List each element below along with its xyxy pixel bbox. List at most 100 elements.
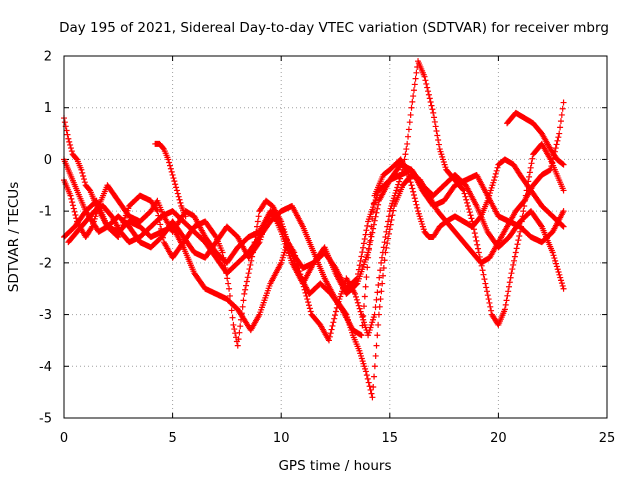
series-4 xyxy=(61,58,567,344)
data-point xyxy=(475,245,482,252)
data-point xyxy=(376,274,383,281)
data-point xyxy=(506,279,513,286)
data-point xyxy=(557,274,564,281)
data-point xyxy=(293,258,300,265)
grid-lines xyxy=(64,56,607,418)
data-point xyxy=(80,176,87,183)
data-point xyxy=(387,221,394,228)
data-point xyxy=(558,280,565,287)
data-point xyxy=(303,292,310,299)
data-point xyxy=(239,303,246,310)
data-point xyxy=(331,315,338,322)
data-point xyxy=(385,230,392,237)
data-point xyxy=(362,368,369,375)
data-point xyxy=(299,280,306,287)
data-point xyxy=(432,123,439,130)
data-point xyxy=(475,249,482,256)
data-point xyxy=(226,292,233,299)
data-point xyxy=(399,166,406,173)
data-point xyxy=(421,73,428,80)
data-point xyxy=(412,198,419,205)
data-point xyxy=(386,226,393,233)
data-point xyxy=(551,255,558,262)
data-point xyxy=(517,223,524,230)
data-point xyxy=(505,288,512,295)
data-point xyxy=(328,326,335,333)
data-point xyxy=(403,146,410,153)
x-axis-label: GPS time / hours xyxy=(278,458,391,474)
data-point xyxy=(464,202,471,209)
data-point xyxy=(554,137,561,144)
data-point xyxy=(370,221,377,228)
data-point xyxy=(560,187,567,194)
data-point xyxy=(327,330,334,337)
data-point xyxy=(294,261,301,268)
data-point xyxy=(364,375,371,382)
data-point xyxy=(488,307,495,314)
data-point xyxy=(465,206,472,213)
data-point xyxy=(360,240,367,247)
data-point xyxy=(226,285,233,292)
chart-title: Day 195 of 2021, Sidereal Day-to-day VTE… xyxy=(59,20,609,36)
data-point xyxy=(173,184,180,191)
data-point xyxy=(70,205,77,212)
data-point xyxy=(467,212,474,219)
data-point xyxy=(372,213,379,220)
data-point xyxy=(427,99,434,106)
data-point xyxy=(329,322,336,329)
data-point xyxy=(516,232,523,239)
data-point xyxy=(371,373,378,380)
data-point xyxy=(382,249,389,256)
data-point xyxy=(434,132,441,139)
data-point xyxy=(431,118,438,125)
data-point xyxy=(556,271,563,278)
data-point xyxy=(549,249,556,256)
data-point xyxy=(354,299,361,306)
data-point xyxy=(384,240,391,247)
data-point xyxy=(358,332,365,339)
data-point xyxy=(177,199,184,206)
data-point xyxy=(306,305,313,312)
data-point xyxy=(160,145,167,152)
data-point xyxy=(511,257,518,264)
data-marks xyxy=(61,58,567,401)
data-point xyxy=(554,266,561,273)
data-point xyxy=(555,269,562,276)
data-point xyxy=(538,222,545,229)
data-point xyxy=(519,213,526,220)
data-point xyxy=(559,282,566,289)
data-point xyxy=(299,277,306,284)
data-point xyxy=(381,257,388,264)
data-point xyxy=(69,199,76,206)
data-point xyxy=(166,159,173,166)
data-point xyxy=(493,167,500,174)
data-point xyxy=(501,306,508,313)
data-point xyxy=(374,332,381,339)
data-point xyxy=(231,326,238,333)
data-point xyxy=(502,301,509,308)
data-point xyxy=(385,213,392,220)
data-point xyxy=(518,218,525,225)
data-point xyxy=(372,352,379,359)
data-point xyxy=(368,390,375,397)
data-point xyxy=(300,283,307,290)
data-point xyxy=(466,209,473,216)
data-point xyxy=(512,249,519,256)
data-point xyxy=(425,91,432,98)
data-point xyxy=(378,288,385,295)
data-point xyxy=(435,141,442,148)
y-tick-label: 2 xyxy=(44,50,52,65)
data-point xyxy=(219,249,226,256)
data-point xyxy=(361,235,368,242)
data-point xyxy=(491,177,498,184)
data-point xyxy=(514,241,521,248)
data-point xyxy=(413,69,420,76)
data-point xyxy=(330,319,337,326)
y-tick-label: 1 xyxy=(44,101,52,116)
data-point xyxy=(560,223,567,230)
data-point xyxy=(357,308,364,315)
data-point xyxy=(555,134,562,141)
data-point xyxy=(397,172,404,179)
data-point xyxy=(402,151,409,158)
